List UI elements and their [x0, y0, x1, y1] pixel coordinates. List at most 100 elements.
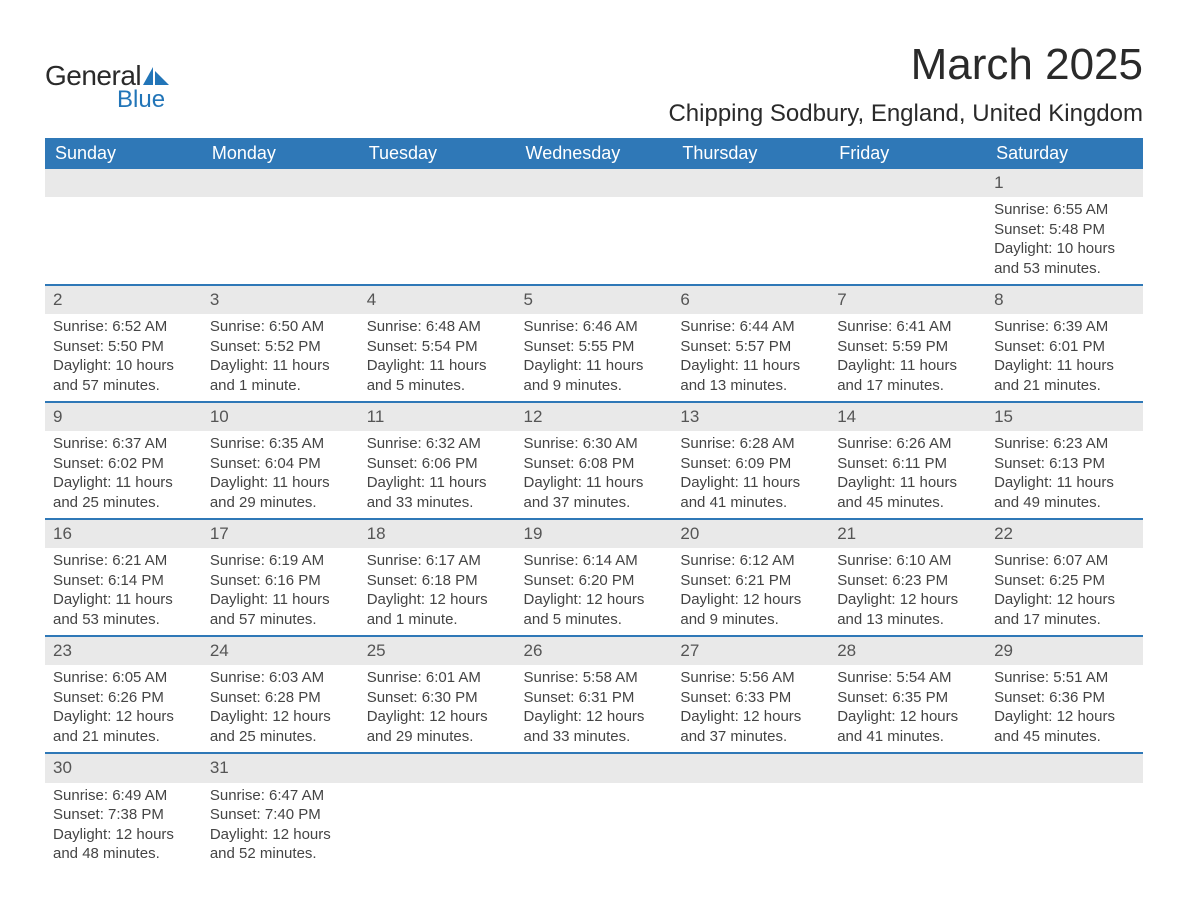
day-number: 19 — [516, 520, 673, 548]
calendar-cell: 19Sunrise: 6:14 AMSunset: 6:20 PMDayligh… — [516, 519, 673, 636]
day-data: Sunrise: 6:44 AMSunset: 5:57 PMDaylight:… — [672, 314, 829, 401]
day-data: Sunrise: 6:46 AMSunset: 5:55 PMDaylight:… — [516, 314, 673, 401]
calendar-cell — [986, 753, 1143, 869]
calendar-cell: 1Sunrise: 6:55 AMSunset: 5:48 PMDaylight… — [986, 169, 1143, 285]
day-number: 7 — [829, 286, 986, 314]
day-number: 13 — [672, 403, 829, 431]
sunset-line: Sunset: 6:21 PM — [680, 571, 821, 591]
daylight-line: Daylight: 12 hours and 9 minutes. — [680, 590, 821, 629]
calendar-cell — [516, 753, 673, 869]
calendar-week: 23Sunrise: 6:05 AMSunset: 6:26 PMDayligh… — [45, 636, 1143, 753]
sunset-line: Sunset: 6:23 PM — [837, 571, 978, 591]
day-data: Sunrise: 6:14 AMSunset: 6:20 PMDaylight:… — [516, 548, 673, 635]
calendar-cell: 11Sunrise: 6:32 AMSunset: 6:06 PMDayligh… — [359, 402, 516, 519]
sunset-line: Sunset: 5:57 PM — [680, 337, 821, 357]
sunrise-line: Sunrise: 6:37 AM — [53, 434, 194, 454]
sunrise-line: Sunrise: 6:39 AM — [994, 317, 1135, 337]
day-number: 6 — [672, 286, 829, 314]
sunset-line: Sunset: 6:33 PM — [680, 688, 821, 708]
calendar-cell: 17Sunrise: 6:19 AMSunset: 6:16 PMDayligh… — [202, 519, 359, 636]
calendar-cell: 31Sunrise: 6:47 AMSunset: 7:40 PMDayligh… — [202, 753, 359, 869]
logo: General Blue — [45, 60, 171, 114]
daylight-line: Daylight: 11 hours and 13 minutes. — [680, 356, 821, 395]
day-data: Sunrise: 6:23 AMSunset: 6:13 PMDaylight:… — [986, 431, 1143, 518]
sunrise-line: Sunrise: 6:50 AM — [210, 317, 351, 337]
day-number — [202, 169, 359, 197]
calendar-week: 9Sunrise: 6:37 AMSunset: 6:02 PMDaylight… — [45, 402, 1143, 519]
calendar-cell: 21Sunrise: 6:10 AMSunset: 6:23 PMDayligh… — [829, 519, 986, 636]
calendar-cell — [45, 169, 202, 285]
calendar-cell: 16Sunrise: 6:21 AMSunset: 6:14 PMDayligh… — [45, 519, 202, 636]
sunset-line: Sunset: 5:54 PM — [367, 337, 508, 357]
sunrise-line: Sunrise: 6:03 AM — [210, 668, 351, 688]
sunset-line: Sunset: 6:14 PM — [53, 571, 194, 591]
day-number: 24 — [202, 637, 359, 665]
day-data: Sunrise: 6:07 AMSunset: 6:25 PMDaylight:… — [986, 548, 1143, 635]
calendar-cell: 8Sunrise: 6:39 AMSunset: 6:01 PMDaylight… — [986, 285, 1143, 402]
col-wednesday: Wednesday — [516, 138, 673, 169]
day-data — [45, 197, 202, 257]
sunset-line: Sunset: 6:08 PM — [524, 454, 665, 474]
day-data: Sunrise: 5:54 AMSunset: 6:35 PMDaylight:… — [829, 665, 986, 752]
daylight-line: Daylight: 11 hours and 41 minutes. — [680, 473, 821, 512]
daylight-line: Daylight: 12 hours and 37 minutes. — [680, 707, 821, 746]
day-data — [986, 783, 1143, 843]
day-number: 16 — [45, 520, 202, 548]
sunset-line: Sunset: 7:38 PM — [53, 805, 194, 825]
daylight-line: Daylight: 11 hours and 33 minutes. — [367, 473, 508, 512]
sunrise-line: Sunrise: 5:54 AM — [837, 668, 978, 688]
calendar-cell — [829, 169, 986, 285]
title-block: March 2025 Chipping Sodbury, England, Un… — [668, 40, 1143, 128]
day-data: Sunrise: 6:41 AMSunset: 5:59 PMDaylight:… — [829, 314, 986, 401]
sunrise-line: Sunrise: 6:14 AM — [524, 551, 665, 571]
day-number: 12 — [516, 403, 673, 431]
day-number: 26 — [516, 637, 673, 665]
sunrise-line: Sunrise: 6:30 AM — [524, 434, 665, 454]
day-number: 1 — [986, 169, 1143, 197]
header: General Blue March 2025 Chipping Sodbury… — [45, 40, 1143, 128]
daylight-line: Daylight: 11 hours and 49 minutes. — [994, 473, 1135, 512]
calendar-cell: 10Sunrise: 6:35 AMSunset: 6:04 PMDayligh… — [202, 402, 359, 519]
calendar-week: 2Sunrise: 6:52 AMSunset: 5:50 PMDaylight… — [45, 285, 1143, 402]
sunrise-line: Sunrise: 6:41 AM — [837, 317, 978, 337]
calendar-cell — [202, 169, 359, 285]
sunset-line: Sunset: 6:18 PM — [367, 571, 508, 591]
sunset-line: Sunset: 6:30 PM — [367, 688, 508, 708]
sunrise-line: Sunrise: 6:46 AM — [524, 317, 665, 337]
sunset-line: Sunset: 5:55 PM — [524, 337, 665, 357]
day-number — [672, 169, 829, 197]
daylight-line: Daylight: 12 hours and 17 minutes. — [994, 590, 1135, 629]
sunrise-line: Sunrise: 6:28 AM — [680, 434, 821, 454]
col-sunday: Sunday — [45, 138, 202, 169]
daylight-line: Daylight: 11 hours and 29 minutes. — [210, 473, 351, 512]
calendar-cell: 20 Sunrise: 6:12 AMSunset: 6:21 PMDayligh… — [672, 519, 829, 636]
daylight-line: Daylight: 12 hours and 45 minutes. — [994, 707, 1135, 746]
day-data — [516, 783, 673, 843]
day-data — [359, 783, 516, 843]
sunset-line: Sunset: 6:20 PM — [524, 571, 665, 591]
daylight-line: Daylight: 12 hours and 52 minutes. — [210, 825, 351, 864]
daylight-line: Daylight: 12 hours and 25 minutes. — [210, 707, 351, 746]
sunrise-line: Sunrise: 5:56 AM — [680, 668, 821, 688]
daylight-line: Daylight: 11 hours and 25 minutes. — [53, 473, 194, 512]
sunrise-line: Sunrise: 6:17 AM — [367, 551, 508, 571]
day-data: Sunrise: 6:52 AMSunset: 5:50 PMDaylight:… — [45, 314, 202, 401]
day-data: Sunrise: 6:50 AMSunset: 5:52 PMDaylight:… — [202, 314, 359, 401]
calendar-cell: 5Sunrise: 6:46 AMSunset: 5:55 PMDaylight… — [516, 285, 673, 402]
day-number: 20 — [672, 520, 829, 548]
day-data: Sunrise: 6:47 AMSunset: 7:40 PMDaylight:… — [202, 783, 359, 870]
calendar-cell: 12 Sunrise: 6:30 AMSunset: 6:08 PMDayligh… — [516, 402, 673, 519]
sunset-line: Sunset: 7:40 PM — [210, 805, 351, 825]
daylight-line: Daylight: 12 hours and 33 minutes. — [524, 707, 665, 746]
daylight-line: Daylight: 10 hours and 57 minutes. — [53, 356, 194, 395]
calendar-cell: 15Sunrise: 6:23 AMSunset: 6:13 PMDayligh… — [986, 402, 1143, 519]
sunrise-line: Sunrise: 6:12 AM — [680, 551, 821, 571]
daylight-line: Daylight: 12 hours and 1 minute. — [367, 590, 508, 629]
calendar-cell: 25Sunrise: 6:01 AMSunset: 6:30 PMDayligh… — [359, 636, 516, 753]
sunrise-line: Sunrise: 6:55 AM — [994, 200, 1135, 220]
calendar-cell: 24Sunrise: 6:03 AMSunset: 6:28 PMDayligh… — [202, 636, 359, 753]
daylight-line: Daylight: 11 hours and 37 minutes. — [524, 473, 665, 512]
day-data: Sunrise: 6:26 AMSunset: 6:11 PMDaylight:… — [829, 431, 986, 518]
calendar-week: 30Sunrise: 6:49 AMSunset: 7:38 PMDayligh… — [45, 753, 1143, 869]
day-number — [516, 754, 673, 782]
